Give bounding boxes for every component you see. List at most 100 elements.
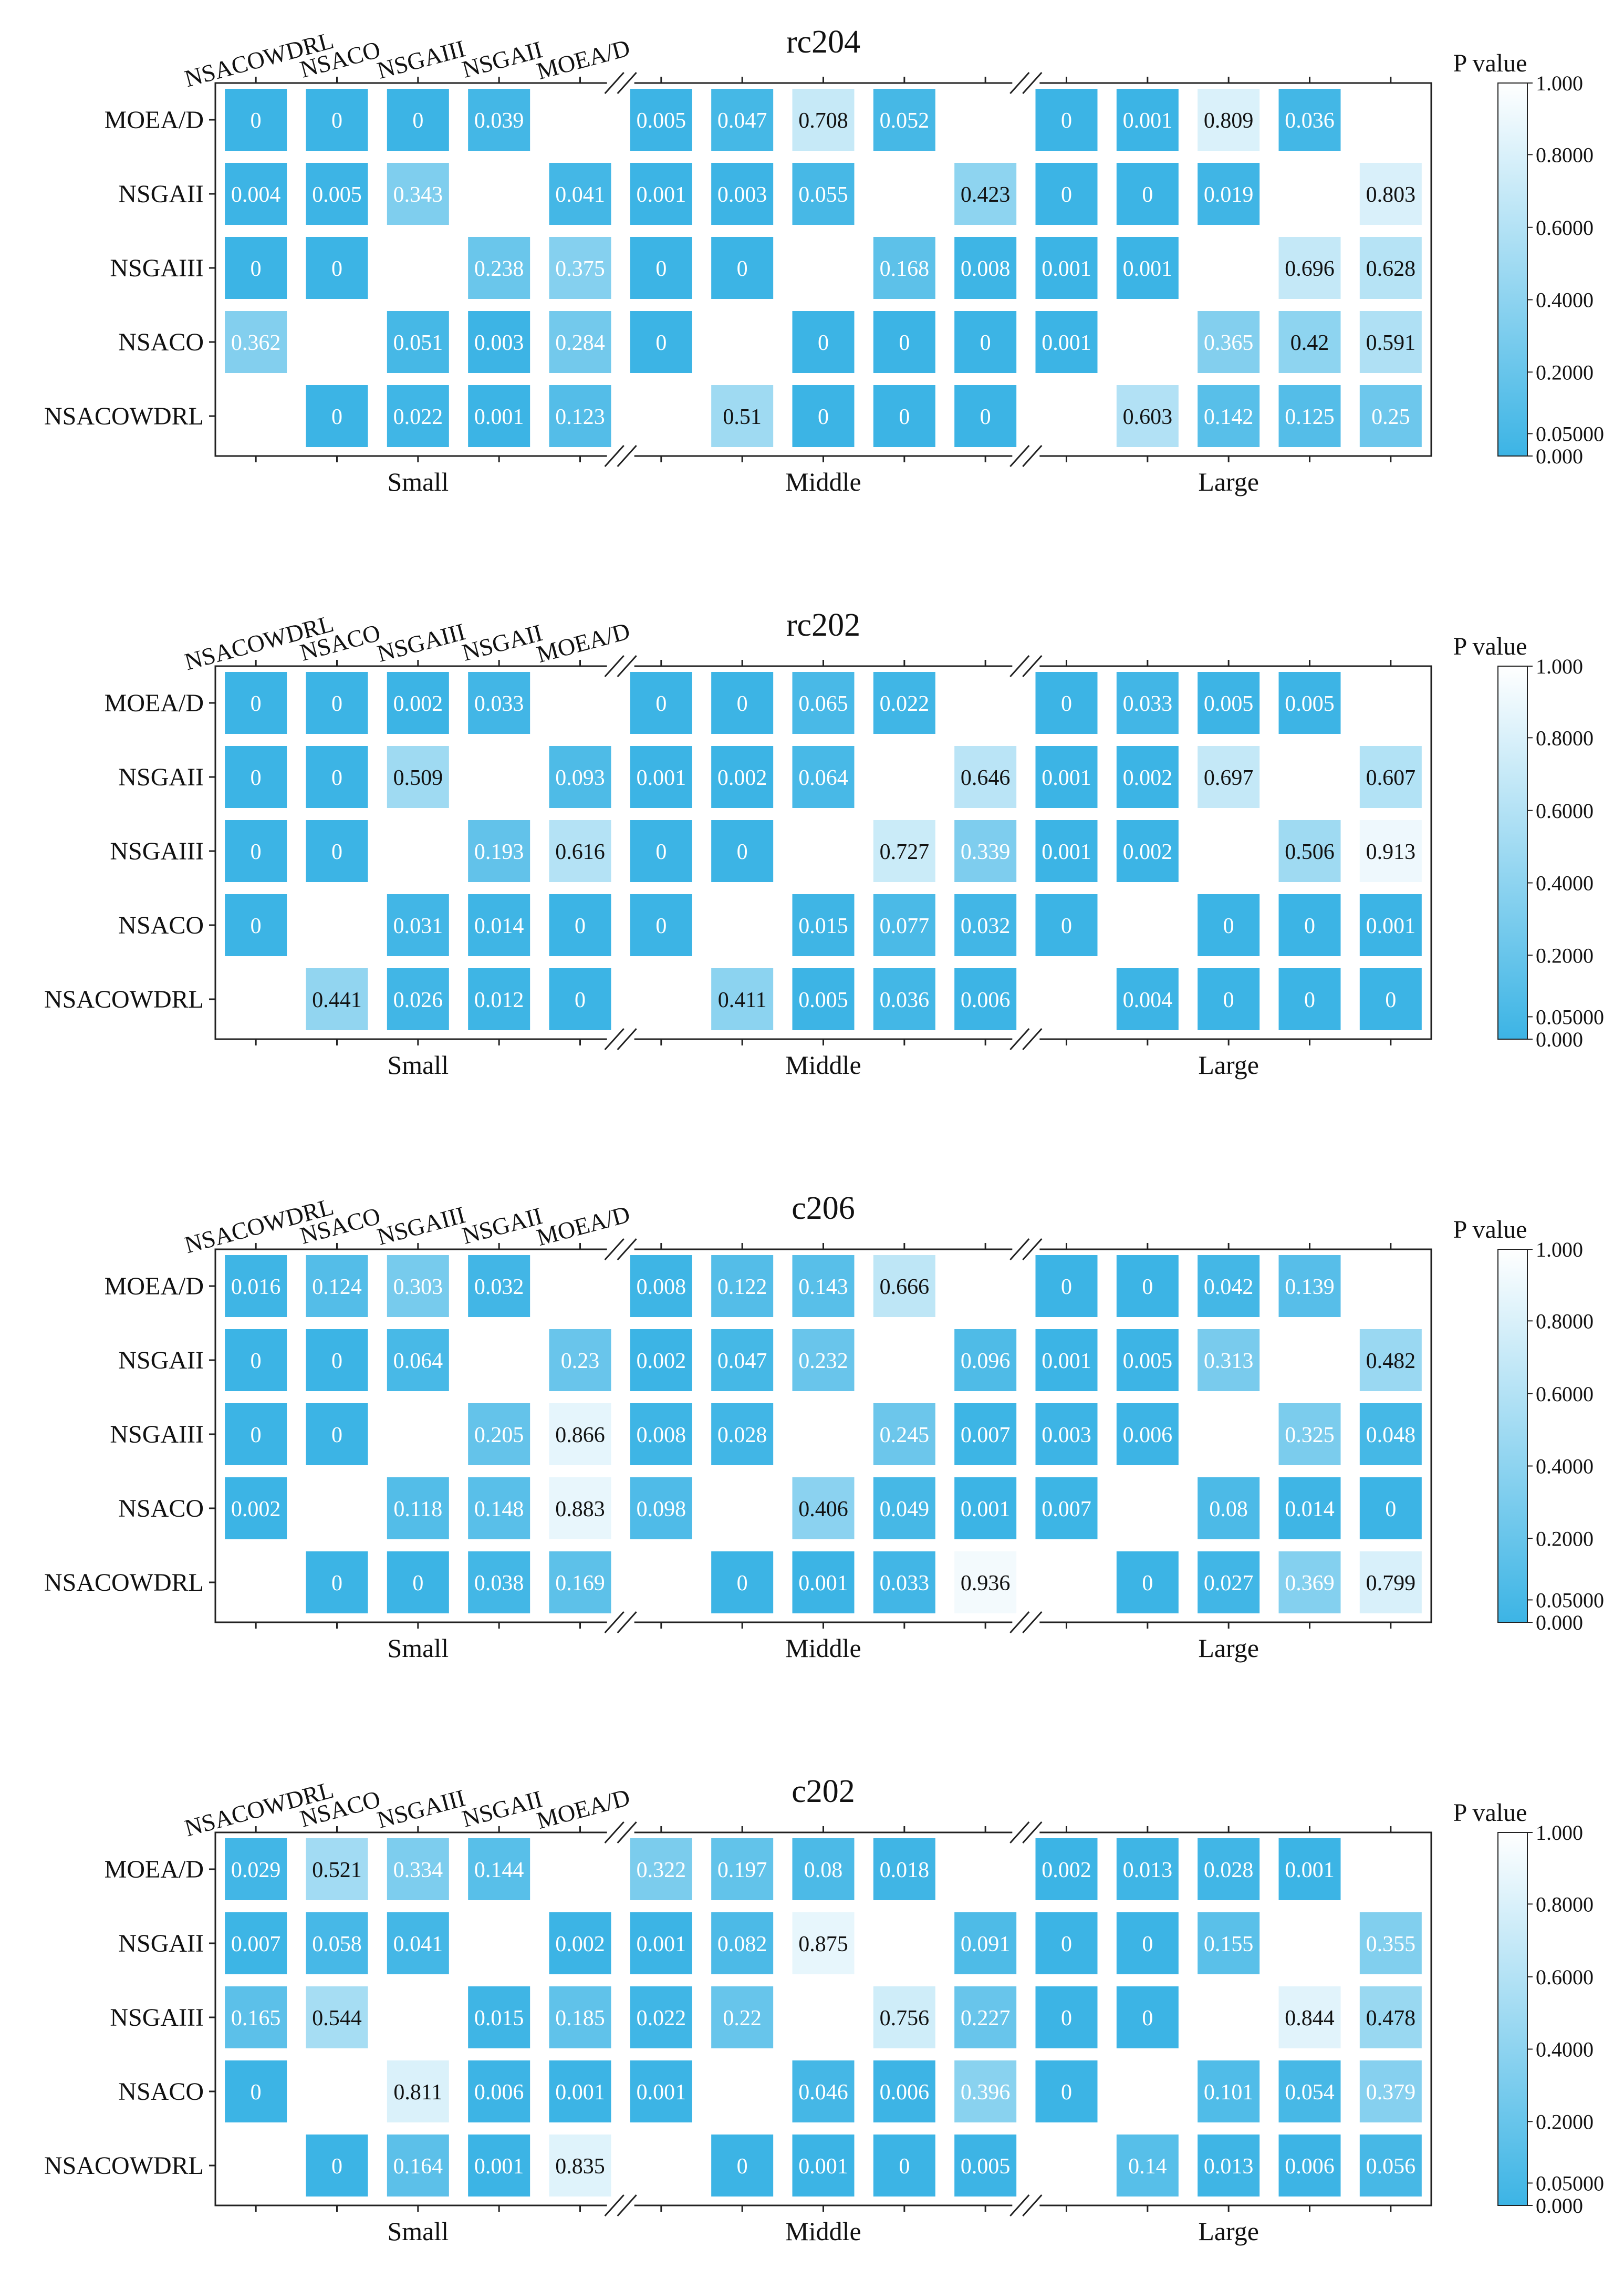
heatmap-cell	[1359, 1329, 1422, 1391]
cell-value-label: 0	[1142, 1275, 1153, 1299]
cell-value-label: 0.001	[1042, 257, 1091, 281]
cell-value-label: 0.185	[555, 2006, 605, 2030]
cell-value-label: 0.544	[312, 2006, 362, 2030]
heatmap-cell	[1116, 385, 1179, 447]
heatmap-cell	[873, 1838, 935, 1900]
heatmap-cell	[549, 968, 611, 1030]
heatmap-cell	[1198, 163, 1260, 225]
heatmap-cell	[1035, 894, 1098, 956]
cell-value-label: 0.013	[1123, 1858, 1173, 1882]
cell-value-label: 0	[655, 692, 667, 716]
cell-value-label: 0.091	[961, 1932, 1011, 1956]
cell-value-label: 0.002	[717, 766, 767, 790]
cell-value-label: 0.482	[1366, 1349, 1416, 1373]
panel-title: c202	[792, 1774, 855, 1809]
column-label: NSGAII	[459, 1785, 545, 1832]
row-label: NSGAII	[118, 1346, 204, 1374]
axis-break-mark	[604, 2194, 624, 2217]
colorbar-tick-label: 0.6000	[1536, 216, 1594, 240]
panel-title: c206	[792, 1190, 855, 1226]
axis-break-gap	[607, 80, 634, 86]
cell-value-label: 0	[655, 840, 667, 864]
cell-value-label: 0	[980, 405, 991, 429]
cell-value-label: 0.022	[393, 405, 443, 429]
cell-value-label: 0.005	[1204, 692, 1254, 716]
heatmap-cell	[549, 1912, 611, 1974]
heatmap-cell	[468, 894, 530, 956]
axis-break-mark	[604, 1238, 624, 1261]
cell-value-label: 0	[1304, 988, 1315, 1012]
colorbar-tick-label: 0.2000	[1536, 2110, 1594, 2133]
axis-break-gap	[1012, 2202, 1040, 2209]
row-label: NSACO	[118, 328, 204, 356]
cell-value-label: 0.005	[1123, 1349, 1173, 1373]
column-label: MOEA/D	[534, 617, 632, 668]
cell-value-label: 0	[575, 914, 586, 938]
heatmap-cell	[792, 385, 855, 447]
cell-value-label: 0.051	[393, 331, 443, 355]
heatmap-cell	[1359, 237, 1422, 299]
heatmap-cell	[387, 1838, 449, 1900]
heatmap-cell	[630, 672, 692, 734]
heatmap-cell	[954, 311, 1017, 373]
cell-value-label: 0.125	[1285, 405, 1335, 429]
group-label: Small	[387, 1633, 449, 1663]
heatmap-cell	[1116, 1986, 1179, 2048]
cell-value-label: 0	[1304, 914, 1315, 938]
cell-value-label: 0.002	[1123, 840, 1173, 864]
heatmap-cell	[630, 1403, 692, 1465]
cell-value-label: 0	[331, 109, 342, 133]
cell-value-label: 0	[1223, 988, 1234, 1012]
heatmap-cell	[1359, 820, 1422, 882]
heatmap-cell	[1116, 2135, 1179, 2197]
cell-value-label: 0.284	[555, 331, 605, 355]
cell-value-label: 0.197	[717, 1858, 767, 1882]
heatmap-cell	[711, 1912, 774, 1974]
cell-value-label: 0.005	[1285, 692, 1335, 716]
heatmap-cell	[630, 746, 692, 808]
cell-value-label: 0	[737, 257, 748, 281]
heatmap-cell	[468, 1838, 530, 1900]
cell-value-label: 0.001	[1042, 331, 1091, 355]
heatmap-cell	[468, 89, 530, 151]
axis-break-gap	[1012, 453, 1040, 459]
cell-value-label: 0.058	[312, 1932, 362, 1956]
heatmap-cell	[387, 163, 449, 225]
cell-value-label: 0.014	[474, 914, 524, 938]
heatmap-cell	[1278, 1403, 1341, 1465]
cell-value-label: 0.22	[723, 2006, 762, 2030]
cell-value-label: 0.809	[1204, 109, 1254, 133]
heatmap-cell	[1198, 1912, 1260, 1974]
heatmap-panel: rc202MOEA/DNSGAIINSGAIIINSACONSACOWDRLNS…	[44, 607, 1604, 1080]
cell-value-label: 0.875	[798, 1932, 848, 1956]
column-label: NSGAIII	[374, 1201, 469, 1250]
cell-value-label: 0	[251, 257, 262, 281]
heatmap-cell	[1035, 1329, 1098, 1391]
group-label: Small	[387, 2216, 449, 2246]
cell-value-label: 0.002	[637, 1349, 686, 1373]
heatmap-cell	[1359, 968, 1422, 1030]
cell-value-label: 0.325	[1285, 1423, 1335, 1447]
heatmap-cell	[1278, 820, 1341, 882]
column-label: NSGAII	[459, 36, 545, 83]
heatmap-cell	[468, 1403, 530, 1465]
heatmap-cell	[1116, 1551, 1179, 1613]
cell-value-label: 0.032	[961, 914, 1011, 938]
heatmap-cell	[873, 672, 935, 734]
cell-value-label: 0.001	[474, 405, 524, 429]
heatmap-cell	[549, 237, 611, 299]
heatmap-cell	[711, 1551, 774, 1613]
cell-value-label: 0	[1061, 1275, 1072, 1299]
column-label: MOEA/D	[534, 34, 632, 85]
heatmap-cell	[225, 820, 287, 882]
heatmap-cell	[873, 1403, 935, 1465]
heatmap-cell	[225, 1477, 287, 1539]
axis-break-mark	[617, 1238, 637, 1261]
heatmap-cell	[711, 1329, 774, 1391]
cell-value-label: 0.001	[1042, 1349, 1091, 1373]
colorbar-label: P value	[1453, 633, 1527, 660]
heatmap-cell	[630, 1329, 692, 1391]
cell-value-label: 0.144	[474, 1858, 524, 1882]
cell-value-label: 0.365	[1204, 331, 1254, 355]
heatmap-cell	[873, 1255, 935, 1317]
